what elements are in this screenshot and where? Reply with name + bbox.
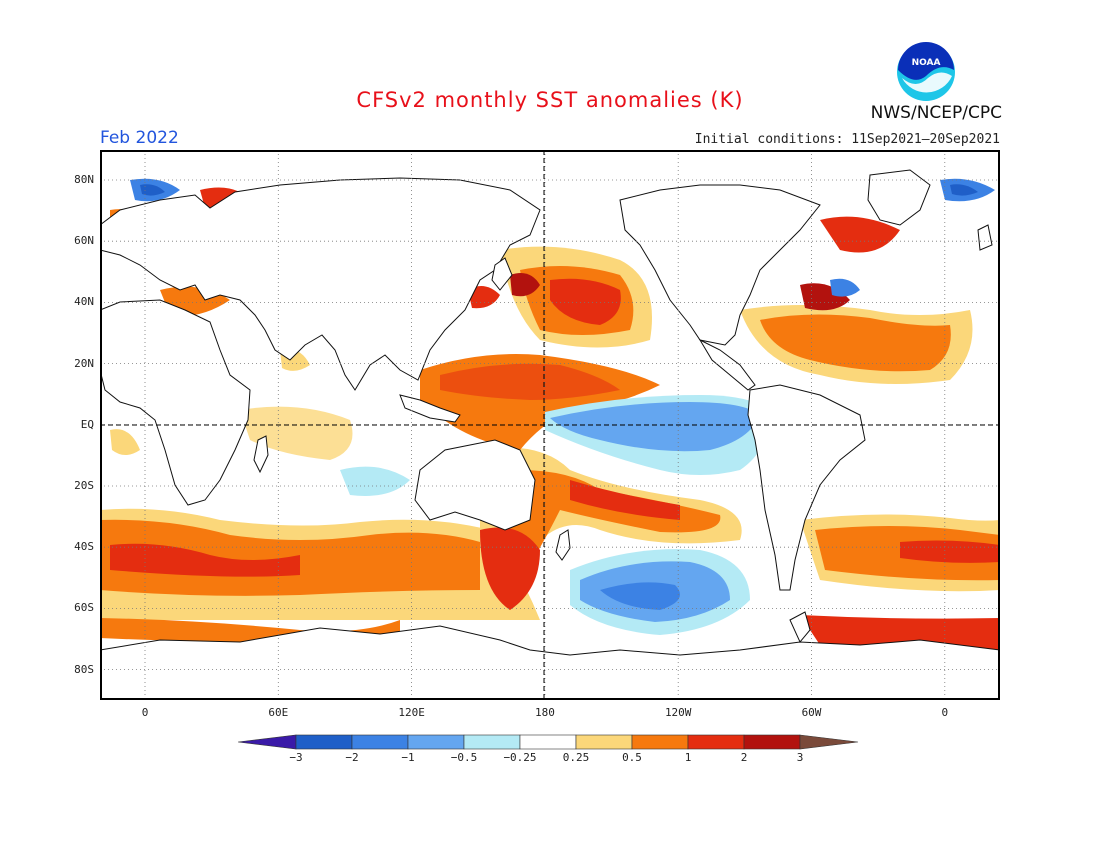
lat-label: 20N <box>74 356 94 370</box>
land-masses <box>100 169 1000 700</box>
map-frame <box>100 150 1000 700</box>
colorbar-segment <box>407 734 465 750</box>
colorbar-label: 2 <box>740 751 748 764</box>
north-atlantic-anomaly <box>740 216 973 384</box>
colorbar-label: −0.5 <box>450 751 478 764</box>
colorbar-min-triangle <box>238 734 297 750</box>
lon-label: 120E <box>398 706 425 719</box>
colorbar-label: −3 <box>289 751 303 764</box>
southern-ocean-warm-anomaly <box>100 508 1000 652</box>
lon-label: 60E <box>268 706 289 719</box>
chart-title: CFSv2 monthly SST anomalies (K) <box>356 88 744 112</box>
new-zealand-land <box>555 529 571 561</box>
lat-label: 60S <box>74 601 94 615</box>
colorbar-segment <box>743 734 801 750</box>
lon-label: 0 <box>141 706 149 719</box>
australia-land <box>414 439 536 531</box>
south-america-land <box>747 384 866 591</box>
antarctica-land <box>100 625 1000 700</box>
initial-conditions: Initial conditions: 11Sep2021–20Sep2021 <box>694 132 1000 147</box>
colorbar-label: 0.25 <box>562 751 590 764</box>
lat-label: 40S <box>74 540 94 554</box>
colorbar <box>238 734 859 750</box>
africa-land <box>100 299 251 506</box>
north-america-land <box>619 184 821 346</box>
colorbar-label: 3 <box>796 751 804 764</box>
lon-label: 0 <box>941 706 949 719</box>
greenland-land <box>867 169 931 226</box>
colorbar-label: −1 <box>401 751 415 764</box>
lat-label: 80S <box>74 662 94 676</box>
japan-land <box>491 257 513 291</box>
colorbar-segment <box>631 734 689 750</box>
colorbar-segment <box>519 734 577 750</box>
lat-label: 40N <box>74 295 94 309</box>
madagascar-land <box>253 435 269 474</box>
forecast-period: Feb 2022 <box>100 128 179 148</box>
north-pacific-warm-anomaly <box>468 246 652 348</box>
central-america-land <box>698 338 756 391</box>
east-pacific-cold-anomaly <box>545 395 770 475</box>
colorbar-segment <box>295 734 353 750</box>
colorbar-label: 1 <box>684 751 692 764</box>
lat-label: 80N <box>74 173 94 186</box>
colorbar-segment <box>687 734 745 750</box>
lat-label: EQ <box>80 417 94 431</box>
colorbar-segment <box>575 734 633 750</box>
lon-label: 120W <box>664 706 692 719</box>
indonesia-land <box>399 394 461 423</box>
south-pacific-cold-anomaly <box>570 549 750 635</box>
logo-text: NOAA <box>912 58 941 68</box>
colorbar-label: −2 <box>345 751 359 764</box>
colorbar-segment <box>351 734 409 750</box>
west-pacific-warm-anomaly <box>420 354 660 450</box>
colorbar-label: 0.5 <box>622 751 642 764</box>
eurasia-land <box>100 177 541 391</box>
lon-label: 60W <box>801 706 822 719</box>
south-pacific-warm-anomaly <box>480 447 742 610</box>
colorbar-label: −0.25 <box>503 751 537 764</box>
colorbar-max-triangle <box>799 734 859 750</box>
lon-label: 180 <box>534 706 555 719</box>
antarctic-peninsula-land <box>789 611 811 643</box>
agency-label: NWS/NCEP/CPC <box>870 103 1002 123</box>
lat-label: 20S <box>74 479 94 492</box>
colorbar-segment <box>463 734 521 750</box>
indian-ocean-anomaly <box>110 349 410 496</box>
noaa-logo-icon: NOAA <box>897 42 955 101</box>
sst-anomaly-map <box>100 150 1000 700</box>
british-isles-land <box>977 224 993 251</box>
lat-label: 60N <box>74 234 94 248</box>
